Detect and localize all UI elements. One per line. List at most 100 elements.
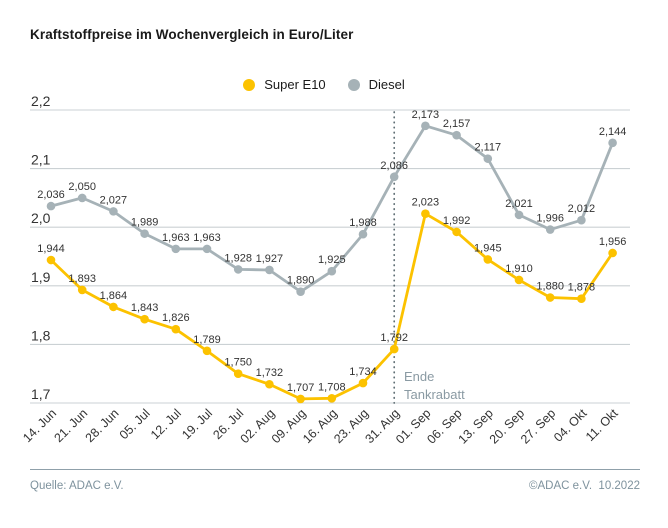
diesel-point bbox=[296, 287, 305, 296]
legend-item-super-e10: Super E10 bbox=[243, 77, 326, 92]
page-title: Kraftstoffpreise im Wochenvergleich in E… bbox=[30, 27, 354, 42]
diesel-point bbox=[577, 215, 586, 225]
super-e10-point bbox=[452, 227, 461, 237]
x-tick-label: 14. Jun bbox=[20, 406, 59, 445]
super-e10-value-label: 1,707 bbox=[287, 382, 315, 394]
super-e10-dot-icon bbox=[243, 78, 256, 91]
diesel-value-label: 1,963 bbox=[193, 232, 221, 244]
x-tick-label: 04. Okt bbox=[551, 406, 590, 445]
super-e10-point bbox=[202, 346, 212, 356]
super-e10-value-label: 1,945 bbox=[474, 242, 502, 254]
super-e10-value-label: 1,878 bbox=[568, 282, 596, 294]
diesel-point bbox=[452, 130, 461, 140]
diesel-value-label: 2,050 bbox=[68, 181, 96, 193]
diesel-value-label: 2,036 bbox=[37, 189, 65, 201]
diesel-value-label: 2,157 bbox=[443, 118, 471, 130]
diesel-point bbox=[233, 265, 243, 274]
diesel-value-label: 1,925 bbox=[318, 254, 346, 266]
super-e10-point bbox=[46, 255, 56, 265]
super-e10-value-label: 1,708 bbox=[318, 381, 346, 393]
super-e10-value-label: 1,880 bbox=[536, 281, 564, 293]
x-tick-label: 21. Jun bbox=[51, 406, 90, 445]
diesel-point bbox=[140, 229, 149, 238]
diesel-point bbox=[265, 265, 274, 275]
super-e10-value-label: 1,944 bbox=[37, 243, 65, 255]
x-tick-label: 28. Jun bbox=[83, 406, 122, 445]
diesel-point bbox=[46, 201, 56, 211]
diesel-point bbox=[109, 207, 118, 216]
diesel-point bbox=[389, 172, 399, 182]
super-e10-point bbox=[265, 379, 274, 389]
diesel-value-label: 2,012 bbox=[568, 203, 596, 215]
y-tick-label: 1,7 bbox=[31, 386, 51, 402]
diesel-point bbox=[171, 244, 181, 254]
footer-divider bbox=[30, 469, 640, 470]
super-e10-point bbox=[171, 324, 181, 334]
diesel-point bbox=[202, 244, 212, 254]
super-e10-point bbox=[296, 394, 305, 404]
super-e10-point bbox=[327, 394, 337, 403]
diesel-point bbox=[483, 154, 493, 163]
super-e10-value-label: 1,956 bbox=[599, 236, 627, 248]
legend-label-super-e10: Super E10 bbox=[264, 77, 326, 92]
copyright-text: ©ADAC e.V. 10.2022 bbox=[529, 480, 640, 492]
super-e10-value-label: 1,792 bbox=[380, 332, 408, 344]
diesel-value-label: 1,963 bbox=[162, 232, 190, 244]
x-tick-label: 12. Jul bbox=[148, 406, 184, 442]
diesel-point bbox=[421, 121, 430, 131]
super-e10-point bbox=[358, 378, 368, 388]
x-tick-label: 05. Jul bbox=[117, 406, 153, 442]
super-e10-point bbox=[608, 248, 617, 258]
diesel-value-label: 2,086 bbox=[380, 160, 408, 172]
super-e10-value-label: 1,750 bbox=[224, 357, 252, 369]
super-e10-value-label: 1,843 bbox=[131, 302, 159, 314]
super-e10-point bbox=[577, 294, 586, 303]
super-e10-point bbox=[109, 302, 118, 312]
diesel-value-label: 2,117 bbox=[474, 142, 501, 154]
diesel-value-label: 2,021 bbox=[505, 198, 533, 210]
super-e10-point bbox=[514, 275, 524, 285]
diesel-point bbox=[77, 193, 87, 203]
y-tick-label: 2,0 bbox=[31, 210, 51, 226]
legend-label-diesel: Diesel bbox=[368, 77, 405, 92]
y-tick-label: 1,8 bbox=[31, 327, 51, 343]
x-tick-label: 11. Okt bbox=[583, 406, 621, 444]
super-e10-point bbox=[140, 314, 149, 324]
super-e10-point bbox=[545, 293, 555, 302]
diesel-point bbox=[514, 210, 524, 220]
diesel-value-label: 1,927 bbox=[256, 253, 284, 265]
super-e10-value-label: 1,864 bbox=[100, 290, 128, 302]
diesel-dot-icon bbox=[347, 78, 360, 91]
super-e10-point bbox=[389, 344, 399, 354]
super-e10-point bbox=[421, 209, 430, 219]
legend-item-diesel: Diesel bbox=[347, 77, 405, 92]
source-text: Quelle: ADAC e.V. bbox=[30, 480, 124, 492]
super-e10-value-label: 1,734 bbox=[349, 366, 377, 378]
super-e10-point bbox=[233, 369, 243, 379]
super-e10-value-label: 1,893 bbox=[68, 273, 96, 285]
diesel-point bbox=[327, 266, 337, 276]
y-tick-label: 2,1 bbox=[31, 152, 51, 168]
super-e10-value-label: 2,023 bbox=[412, 197, 440, 209]
diesel-value-label: 1,988 bbox=[349, 217, 377, 229]
x-tick-label: 19. Jul bbox=[179, 406, 215, 442]
y-tick-label: 2,2 bbox=[31, 93, 51, 109]
diesel-value-label: 2,173 bbox=[412, 109, 440, 121]
super-e10-point bbox=[77, 285, 87, 295]
vline-annotation: Ende Tankrabatt bbox=[404, 368, 465, 404]
super-e10-value-label: 1,732 bbox=[256, 367, 284, 379]
diesel-value-label: 2,027 bbox=[100, 194, 128, 206]
vline-annotation-line2: Tankrabatt bbox=[404, 387, 465, 402]
diesel-value-label: 1,928 bbox=[224, 252, 252, 264]
y-tick-label: 1,9 bbox=[31, 269, 51, 285]
chart-legend: Super E10 Diesel bbox=[0, 77, 658, 92]
super-e10-point bbox=[483, 255, 493, 264]
x-tick-label: 27. Sep bbox=[518, 406, 558, 446]
super-e10-value-label: 1,826 bbox=[162, 312, 190, 324]
vline-annotation-line1: Ende bbox=[404, 369, 435, 384]
diesel-point bbox=[608, 138, 617, 148]
super-e10-value-label: 1,910 bbox=[505, 263, 533, 275]
diesel-point bbox=[358, 229, 368, 239]
